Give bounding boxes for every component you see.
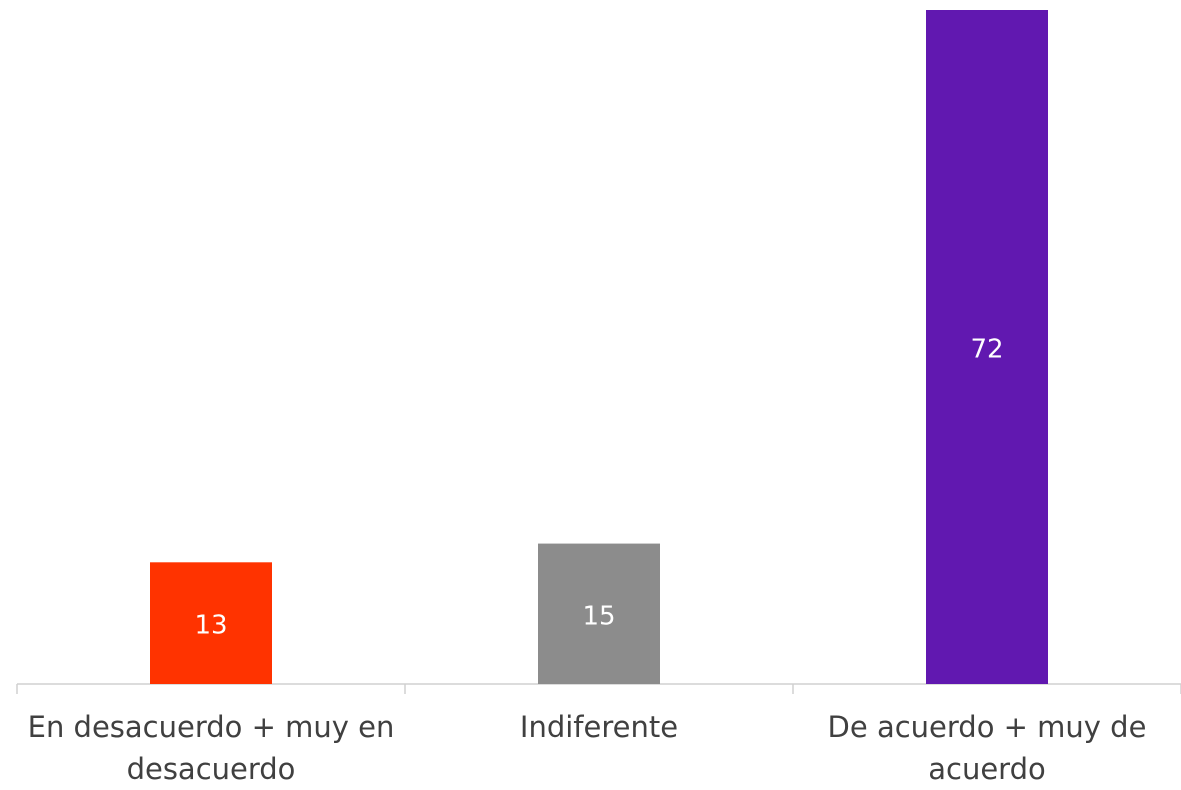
x-tick-label: Indiferente — [519, 710, 679, 744]
bar — [150, 562, 272, 684]
data-label: 72 — [970, 335, 1003, 365]
bar — [926, 10, 1048, 684]
data-label: 15 — [582, 601, 615, 631]
bar — [538, 543, 660, 684]
data-label: 13 — [194, 611, 227, 641]
x-tick-label: En desacuerdo + muy en desacuerdo — [27, 710, 395, 786]
x-tick-label: De acuerdo + muy de acuerdo — [827, 710, 1147, 786]
